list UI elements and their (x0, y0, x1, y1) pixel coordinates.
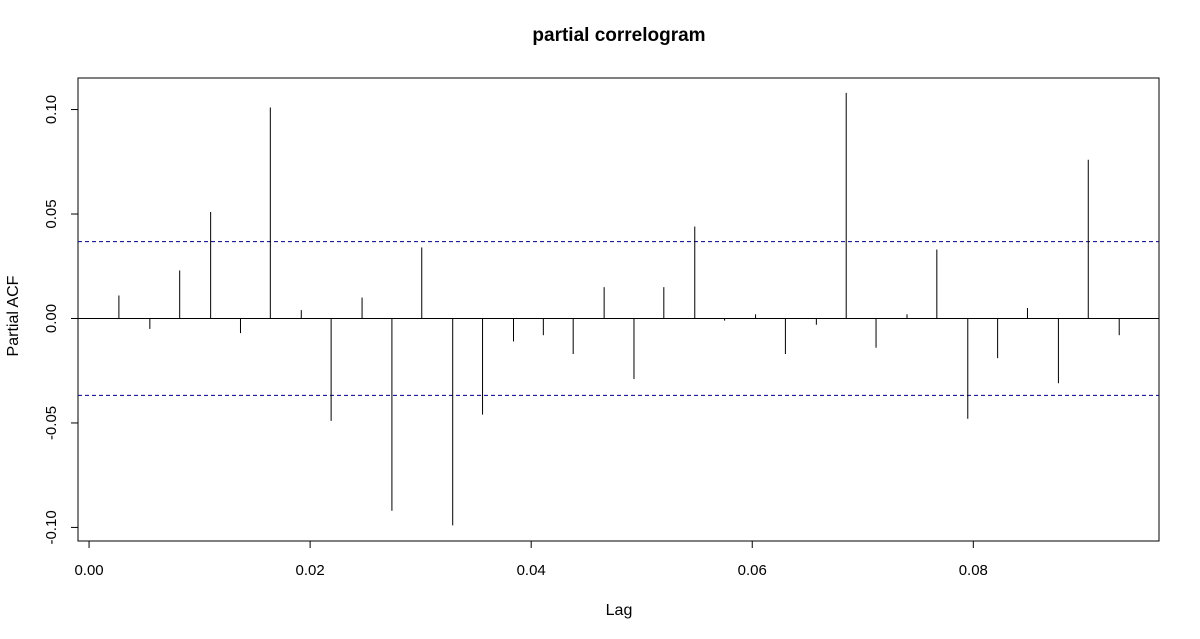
y-tick-label: 0.10 (43, 95, 60, 124)
x-tick-label: 0.02 (296, 562, 325, 579)
x-tick-label: 0.00 (74, 562, 103, 579)
y-axis-label: Partial ACF (5, 275, 22, 356)
y-tick-label: 0.05 (43, 199, 60, 228)
plot-frame (77, 77, 1160, 542)
y-tick-label: -0.10 (43, 510, 60, 544)
y-tick-label: -0.05 (43, 406, 60, 440)
y-axis: -0.10 -0.05 0.00 0.05 0.10 (43, 95, 79, 545)
x-tick-label: 0.04 (517, 562, 546, 579)
x-axis-label: Lag (606, 602, 633, 619)
x-tick-label: 0.08 (959, 562, 988, 579)
y-tick-label: 0.00 (43, 304, 60, 333)
confidence-bounds (78, 241, 1159, 396)
x-tick-label: 0.06 (738, 562, 767, 579)
chart-title: partial correlogram (532, 25, 705, 46)
pacf-spikes (118, 92, 1120, 526)
x-axis: 0.00 0.02 0.04 0.06 0.08 (74, 540, 988, 579)
